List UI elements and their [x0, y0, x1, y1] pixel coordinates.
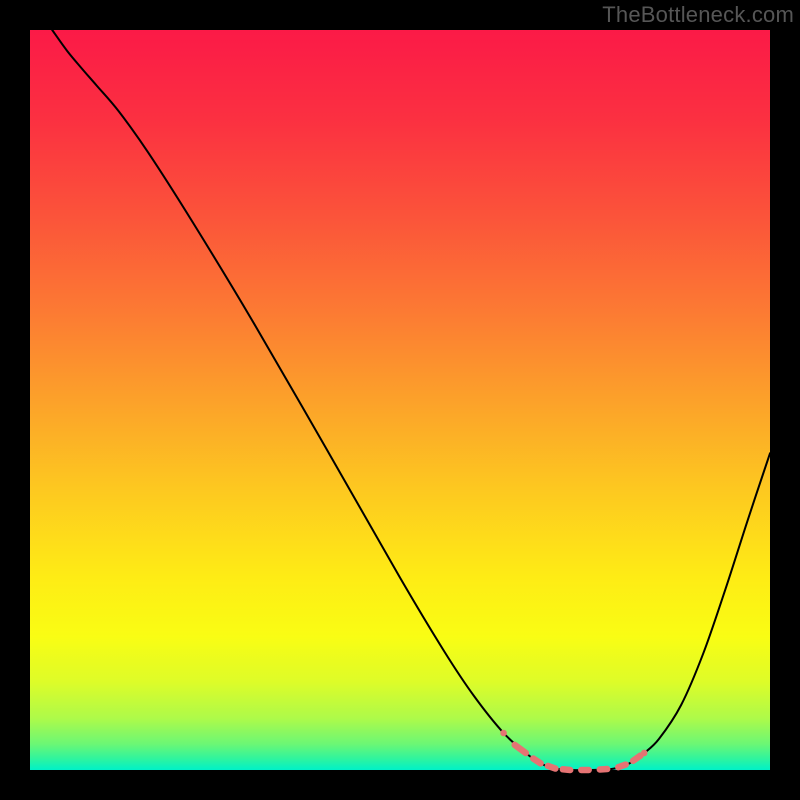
trough-segment	[618, 765, 625, 768]
trough-segment	[563, 769, 570, 770]
watermark-label: TheBottleneck.com	[602, 2, 794, 28]
trough-end-dot	[500, 730, 507, 737]
trough-segment	[548, 766, 555, 769]
trough-end-dot	[641, 750, 648, 757]
trough-segment	[633, 756, 640, 761]
bottleneck-curve-chart	[0, 0, 800, 800]
trough-segment	[533, 759, 540, 764]
